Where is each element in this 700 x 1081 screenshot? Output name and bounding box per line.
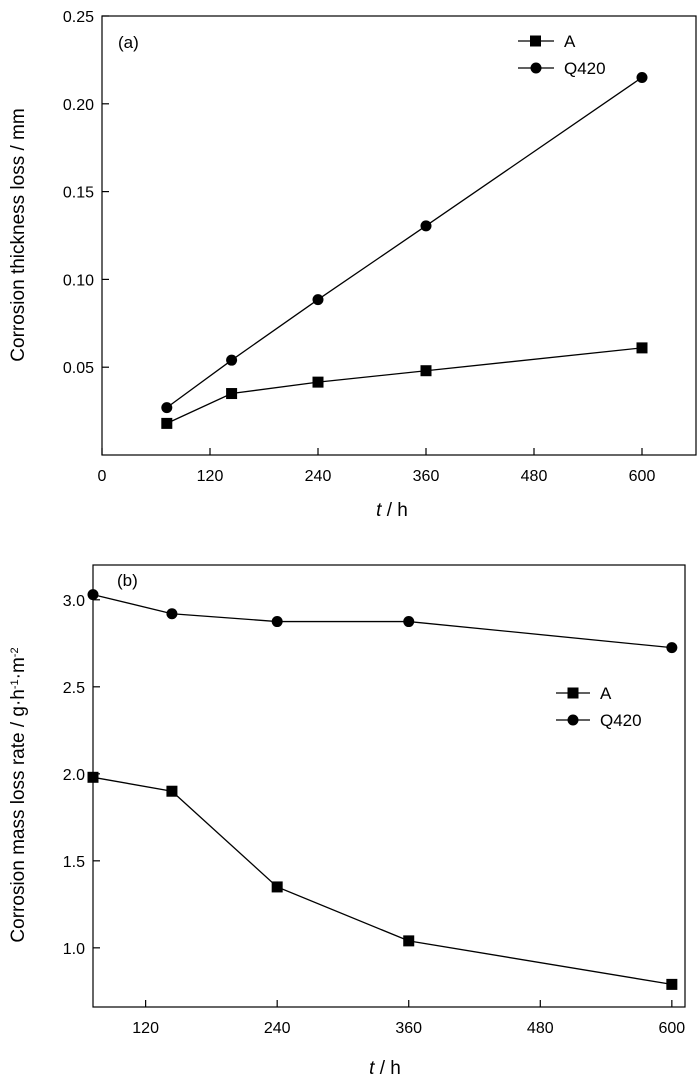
chart-b-x-tick-label: 480 <box>527 1020 554 1037</box>
chart-b-series-line-q420 <box>92 593 672 649</box>
chart-b-y-tick-label: 3.0 <box>63 593 85 610</box>
chart-b-y-axis-title: Corrosion mass loss rate / g·h-1·m-2 <box>8 647 29 942</box>
chart-b-panel-label: (b) <box>117 571 138 590</box>
chart-a-y-axis-title: Corrosion thickness loss / mm <box>8 108 29 361</box>
chart-b-y-tick-label: 2.5 <box>63 680 85 697</box>
chart-a-x-tick-labels: 0 120 240 360 480 600 <box>98 468 656 485</box>
chart-b-point-a <box>403 935 415 947</box>
chart-b-point-q420 <box>87 589 99 601</box>
chart-b-x-axis-title: t / h <box>369 1058 401 1079</box>
chart-a-legend-marker-circle <box>530 62 542 74</box>
chart-a-y-tick-label: 0.15 <box>63 185 94 202</box>
chart-b-point-a <box>666 978 678 990</box>
chart-a-point-q420 <box>161 402 173 414</box>
chart-b-point-q420 <box>271 616 283 628</box>
chart-a-series <box>161 71 648 429</box>
chart-b-y-axis-sup2: -2 <box>9 647 21 657</box>
chart-a-x-tick-label: 120 <box>197 468 224 485</box>
chart-b-point-q420 <box>403 616 415 628</box>
chart-a-point-q420 <box>636 71 648 83</box>
chart-a-point-q420 <box>312 294 324 306</box>
chart-b-x-axis-unit: / h <box>374 1058 400 1079</box>
chart-a-x-tick-label: 360 <box>413 468 440 485</box>
chart-b-x-tick-labels: 120 240 360 480 600 <box>132 1020 685 1037</box>
chart-a-point-a <box>161 417 173 429</box>
chart-a-point-a <box>226 388 238 400</box>
chart-a-x-tick-label: 240 <box>305 468 332 485</box>
chart-b-plot-frame <box>92 564 686 1008</box>
chart-a-y-tick-label: 0.05 <box>63 360 94 377</box>
chart-b-point-a <box>271 881 283 893</box>
chart-b-ticks <box>93 599 673 1007</box>
chart-a-y-tick-label: 0.25 <box>63 9 94 26</box>
chart-a-y-tick-label: 0.10 <box>63 272 94 289</box>
chart-a-point-q420 <box>226 354 238 366</box>
chart-b-x-axis-variable: t <box>369 1058 375 1079</box>
chart-a-panel-label: (a) <box>118 33 139 52</box>
chart-b-x-tick-label: 600 <box>658 1020 685 1037</box>
chart-a-x-tick-label: 0 <box>98 468 107 485</box>
chart-a-point-a <box>636 342 648 354</box>
chart-a-legend-label-q420: Q420 <box>564 59 606 78</box>
chart-b-x-tick-label: 120 <box>132 1020 159 1037</box>
chart-a: 0 120 240 360 480 600 0.05 0.10 0.15 0.20 0.25 (a… <box>8 9 697 521</box>
chart-a-x-axis-title: t / h <box>376 500 408 521</box>
chart-a-legend: A Q420 <box>518 32 606 78</box>
chart-b-y-axis-sup1: -1 <box>9 679 21 689</box>
chart-b-point-q420 <box>666 642 678 654</box>
chart-a-x-axis-variable: t <box>376 500 382 521</box>
chart-a-series-line-a <box>166 347 643 424</box>
chart-a-point-a <box>312 376 324 388</box>
chart-a-x-tick-label: 480 <box>521 468 548 485</box>
chart-b-legend-label-q420: Q420 <box>600 711 642 730</box>
chart-b-legend: A Q420 <box>556 684 642 730</box>
chart-a-y-tick-label: 0.20 <box>63 97 94 114</box>
chart-a-point-a <box>420 365 432 377</box>
chart-b: 120 240 360 480 600 1.0 1.5 2.0 2.5 3.0 (b) Corr… <box>8 564 686 1079</box>
chart-b-point-a <box>166 785 178 797</box>
chart-b-legend-label-a: A <box>600 684 612 703</box>
chart-b-y-tick-label: 1.5 <box>63 854 85 871</box>
chart-a-x-axis-unit: / h <box>381 500 407 521</box>
chart-a-ticks <box>101 15 643 455</box>
chart-b-series <box>87 589 678 990</box>
chart-a-plot-frame <box>101 15 697 456</box>
chart-a-x-tick-label: 600 <box>629 468 656 485</box>
chart-b-point-q420 <box>166 608 178 620</box>
chart-b-y-tick-labels: 1.0 1.5 2.0 2.5 3.0 <box>63 593 85 958</box>
chart-b-legend-marker-square <box>567 687 579 699</box>
chart-a-y-tick-labels: 0.05 0.10 0.15 0.20 0.25 <box>63 9 94 377</box>
chart-b-x-tick-label: 240 <box>264 1020 291 1037</box>
chart-b-x-tick-label: 360 <box>395 1020 422 1037</box>
chart-b-point-a <box>87 771 99 783</box>
chart-a-legend-label-a: A <box>564 32 576 51</box>
chart-b-y-tick-label: 2.0 <box>63 767 85 784</box>
chart-b-y-tick-label: 1.0 <box>63 941 85 958</box>
chart-b-legend-marker-circle <box>567 714 579 726</box>
chart-a-point-q420 <box>420 220 432 232</box>
chart-a-series-line-q420 <box>166 76 643 409</box>
chart-a-legend-marker-square <box>530 35 541 47</box>
chart-b-series-line-a <box>92 776 672 986</box>
